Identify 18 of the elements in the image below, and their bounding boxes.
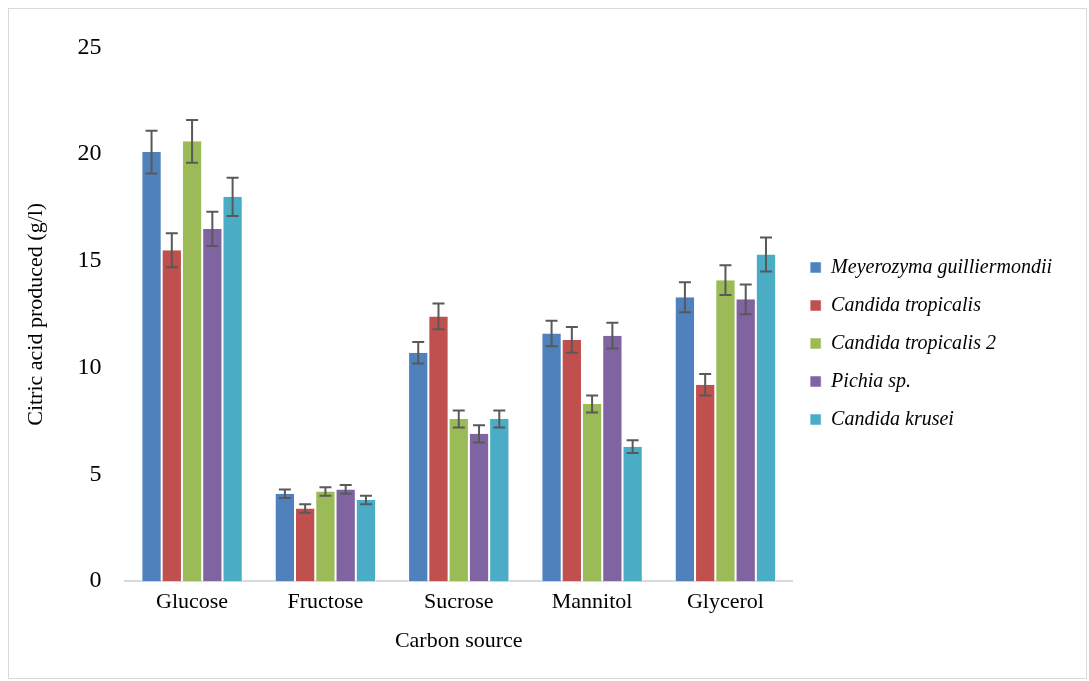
x-tick-label: Glucose bbox=[156, 588, 229, 614]
legend-label: Candida krusei bbox=[831, 406, 954, 429]
y-tick-label: 5 bbox=[89, 459, 102, 486]
y-tick-label: 15 bbox=[77, 246, 102, 273]
y-tick-label: 10 bbox=[77, 352, 102, 379]
y-axis-title: Citric acid produced (g/l) bbox=[21, 202, 47, 426]
x-tick-label: Sucrose bbox=[423, 588, 494, 614]
x-axis-title: Carbon source bbox=[394, 626, 523, 652]
legend-label: Pichia sp. bbox=[830, 368, 912, 392]
legend-label: Candida tropicalis 2 bbox=[831, 330, 996, 354]
legend-label: Meyerozyma guilliermondii bbox=[830, 254, 1053, 278]
x-tick-label: Mannitol bbox=[551, 588, 633, 614]
y-tick-label: 25 bbox=[77, 32, 102, 59]
x-tick-label: Fructose bbox=[287, 588, 364, 614]
y-tick-label: 0 bbox=[89, 566, 102, 593]
y-tick-label: 20 bbox=[77, 139, 102, 166]
x-tick-label: Glycerol bbox=[686, 588, 764, 614]
legend-label: Candida tropicalis bbox=[831, 292, 982, 316]
